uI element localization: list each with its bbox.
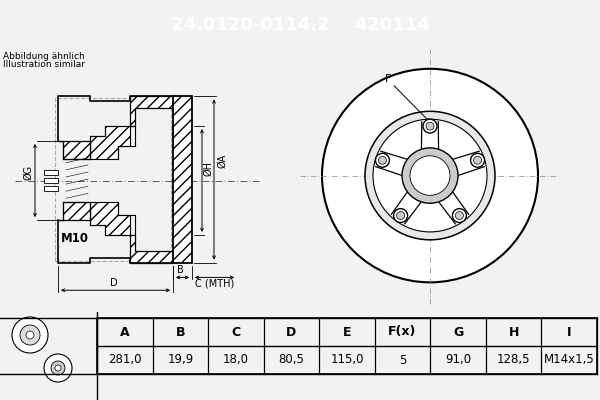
Circle shape — [402, 148, 458, 203]
Text: 18,0: 18,0 — [223, 354, 249, 366]
Circle shape — [55, 365, 61, 371]
Circle shape — [470, 153, 485, 167]
Text: 19,9: 19,9 — [167, 354, 193, 366]
Bar — [44, 170, 58, 175]
Circle shape — [452, 209, 466, 222]
Text: B: B — [177, 266, 184, 276]
Polygon shape — [90, 202, 130, 235]
Circle shape — [410, 156, 450, 195]
Text: G: G — [453, 326, 463, 338]
Circle shape — [426, 122, 434, 130]
Circle shape — [44, 354, 72, 382]
Text: F: F — [385, 74, 391, 84]
Circle shape — [397, 212, 404, 220]
Text: 281,0: 281,0 — [108, 354, 142, 366]
Text: ØE: ØE — [452, 164, 467, 174]
Text: D: D — [110, 278, 118, 288]
Polygon shape — [90, 126, 130, 159]
Bar — [55, 98, 171, 260]
Circle shape — [455, 212, 463, 220]
Circle shape — [12, 317, 48, 353]
Text: Ate: Ate — [431, 220, 488, 249]
Text: I: I — [567, 326, 571, 338]
Circle shape — [26, 331, 34, 339]
Text: 91,0: 91,0 — [445, 354, 471, 366]
Text: M14x1,5: M14x1,5 — [544, 354, 595, 366]
Text: ØA: ØA — [217, 154, 227, 168]
Bar — [97, 318, 597, 374]
Circle shape — [423, 119, 437, 133]
Text: ØG: ØG — [23, 165, 33, 180]
Circle shape — [20, 325, 40, 345]
Text: H: H — [508, 326, 519, 338]
Text: 115,0: 115,0 — [330, 354, 364, 366]
Text: 5: 5 — [399, 354, 406, 366]
Circle shape — [473, 156, 482, 164]
Text: Illustration similar: Illustration similar — [3, 60, 85, 69]
Text: 128,5: 128,5 — [497, 354, 530, 366]
Text: 24.0120-0114.2    420114: 24.0120-0114.2 420114 — [170, 16, 430, 34]
Circle shape — [379, 156, 386, 164]
Text: F(x): F(x) — [388, 326, 417, 338]
Polygon shape — [58, 202, 90, 220]
Polygon shape — [58, 141, 90, 159]
Text: C: C — [232, 326, 241, 338]
Polygon shape — [130, 235, 173, 262]
Circle shape — [322, 69, 538, 282]
Circle shape — [373, 119, 487, 232]
Text: 80,5: 80,5 — [278, 354, 304, 366]
Text: D: D — [286, 326, 296, 338]
Text: Abbildung ähnlich: Abbildung ähnlich — [3, 52, 85, 61]
Circle shape — [365, 111, 495, 240]
Bar — [44, 178, 58, 183]
Circle shape — [376, 153, 389, 167]
Text: B: B — [176, 326, 185, 338]
Text: A: A — [120, 326, 130, 338]
Polygon shape — [130, 96, 173, 126]
Bar — [44, 186, 58, 191]
Circle shape — [51, 361, 65, 375]
Text: E: E — [343, 326, 351, 338]
Text: C (MTH): C (MTH) — [195, 278, 234, 288]
Circle shape — [394, 209, 407, 222]
Text: M10: M10 — [61, 232, 89, 245]
Bar — [173, 96, 192, 262]
Text: ØH: ØH — [203, 161, 213, 176]
